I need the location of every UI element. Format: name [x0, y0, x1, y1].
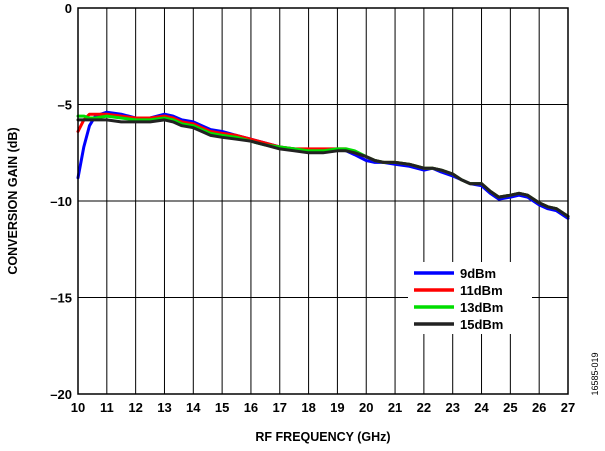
x-axis-title: RF FREQUENCY (GHz) — [255, 430, 390, 444]
x-tick-label: 18 — [301, 400, 315, 415]
x-tick-label: 16 — [244, 400, 258, 415]
legend-label: 9dBm — [460, 266, 496, 281]
x-tick-label: 27 — [561, 400, 575, 415]
y-tick-label: 0 — [65, 1, 72, 16]
x-tick-label: 21 — [388, 400, 402, 415]
x-tick-label: 25 — [503, 400, 517, 415]
y-axis-title: CONVERSION GAIN (dB) — [6, 127, 20, 274]
legend: 9dBm 11dBm 13dBm 15dBm — [408, 262, 532, 334]
legend-label: 11dBm — [460, 283, 503, 298]
x-tick-label: 13 — [157, 400, 171, 415]
series-line-9dbm — [76, 110, 570, 220]
x-tick-label: 20 — [359, 400, 373, 415]
plot-frame — [77, 7, 569, 395]
series-layer — [76, 110, 570, 220]
x-tick-label: 11 — [100, 400, 114, 415]
y-tick-label: –5 — [58, 98, 72, 113]
y-tick-label: –20 — [50, 387, 72, 402]
x-tick-label: 12 — [128, 400, 142, 415]
y-tick-label: –15 — [50, 291, 72, 306]
x-tick-label: 22 — [417, 400, 431, 415]
y-tick-label: –10 — [50, 194, 72, 209]
x-tick-label: 17 — [273, 400, 287, 415]
x-tick-label: 10 — [71, 400, 85, 415]
x-tick-label: 26 — [532, 400, 546, 415]
x-tick-label: 19 — [330, 400, 344, 415]
x-tick-label: 24 — [474, 400, 489, 415]
legend-label: 15dBm — [460, 317, 503, 332]
x-tick-label: 23 — [445, 400, 459, 415]
x-tick-label: 14 — [186, 400, 201, 415]
legend-label: 13dBm — [460, 300, 503, 315]
grid-layer — [78, 8, 568, 394]
figure-id: 16585-019 — [590, 352, 600, 395]
tick-label-layer: 10 11 12 13 14 15 16 17 18 19 20 21 22 23 24 25 26 27 0 –5 –… — [50, 1, 575, 415]
series-line-15dbm — [76, 118, 570, 218]
x-tick-label: 15 — [215, 400, 229, 415]
